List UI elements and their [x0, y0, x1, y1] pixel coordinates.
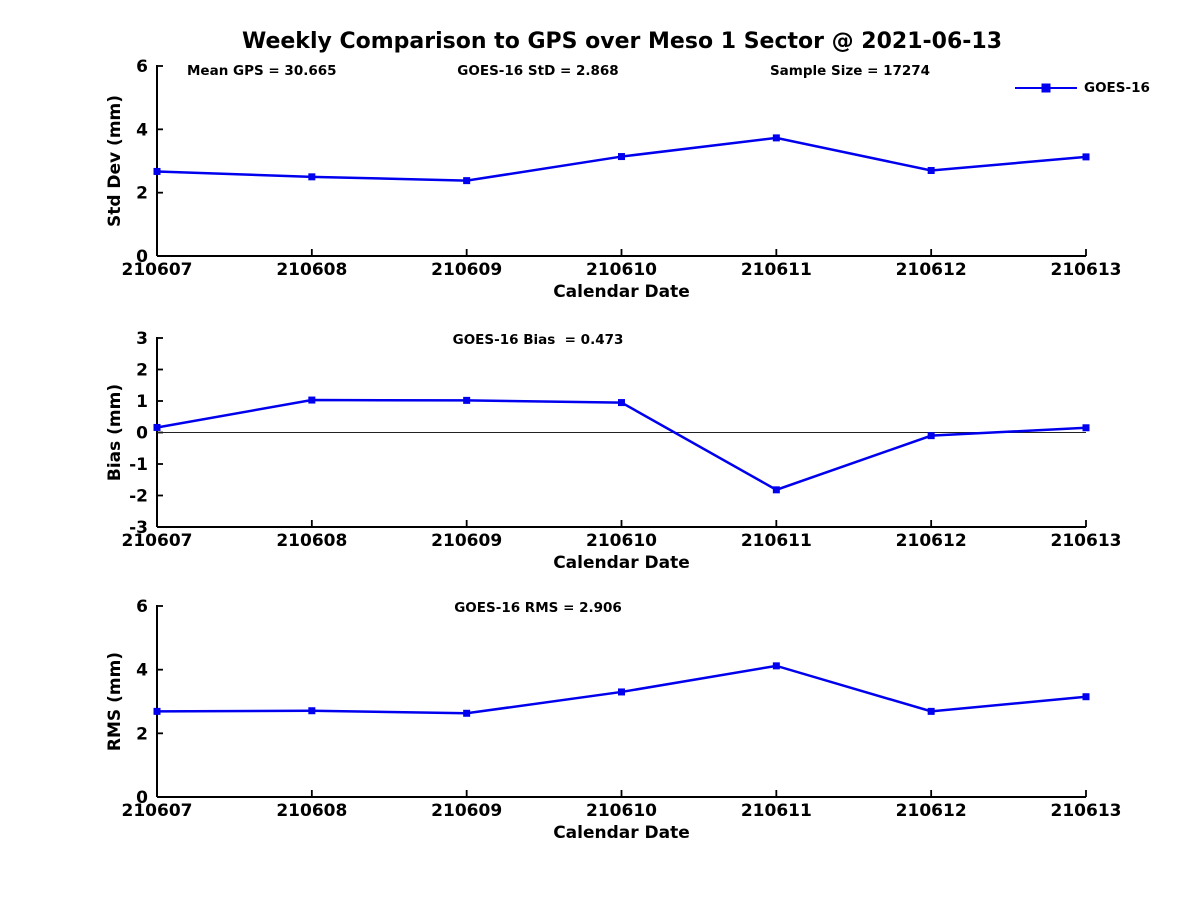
y-tick-label: 6: [136, 57, 148, 77]
data-point-marker: [308, 173, 316, 181]
x-tick-label: 210607: [122, 531, 193, 551]
data-point-marker: [772, 134, 780, 142]
x-tick-label: 210612: [896, 260, 967, 280]
y-tick-label: -3: [129, 518, 148, 538]
y-tick-label: 0: [136, 424, 148, 444]
x-tick-label: 210610: [586, 801, 657, 821]
x-tick-label: 210607: [122, 801, 193, 821]
data-point-marker: [463, 709, 471, 717]
data-point-marker: [927, 432, 935, 440]
data-point-marker: [463, 396, 471, 404]
annotation-std-dev: Sample Size = 17274: [770, 63, 930, 79]
x-tick-label: 210613: [1051, 260, 1122, 280]
x-tick-label: 210609: [431, 531, 502, 551]
y-tick-label: 3: [136, 329, 148, 349]
data-point-marker: [927, 707, 935, 715]
legend-line-sample: [1015, 83, 1077, 93]
y-tick-label: 0: [136, 788, 148, 808]
x-tick-label: 210608: [276, 531, 347, 551]
subplot-std-dev: 0 2 4 6 210607 210608 210609 210610 210611 210612…: [105, 57, 1121, 302]
data-point-marker: [927, 167, 935, 174]
data-point-marker: [308, 707, 316, 715]
x-tick-label: 210610: [586, 531, 657, 551]
annotation-std-dev: GOES-16 StD = 2.868: [457, 63, 618, 79]
x-tick-label: 210608: [276, 260, 347, 280]
x-axis-label: Calendar Date: [553, 823, 690, 843]
y-axis-label: RMS (mm): [105, 652, 125, 751]
x-tick-label: 210611: [741, 531, 812, 551]
x-tick-label: 210609: [431, 260, 502, 280]
x-tick-label: 210608: [276, 801, 347, 821]
legend: GOES-16: [1015, 80, 1150, 96]
x-tick-label: 210607: [122, 260, 193, 280]
data-point-marker: [1082, 424, 1090, 432]
data-point-marker: [153, 423, 161, 431]
y-tick-label: -2: [129, 487, 148, 507]
annotation-std-dev: Mean GPS = 30.665: [187, 63, 337, 79]
y-tick-label: -1: [129, 455, 148, 475]
x-tick-label: 210611: [741, 801, 812, 821]
data-point-marker: [1082, 693, 1090, 701]
y-axis-label: Bias (mm): [105, 384, 125, 481]
data-point-marker: [308, 396, 316, 404]
data-point-marker: [618, 399, 625, 407]
series-line: [156, 398, 1087, 492]
annotation-bias: GOES-16 Bias = 0.473: [453, 332, 624, 348]
legend-label: GOES-16: [1084, 80, 1150, 96]
legend-marker-icon: [1041, 83, 1051, 93]
x-tick-label: 210612: [896, 531, 967, 551]
y-tick-label: 0: [136, 247, 148, 267]
data-point-marker: [618, 153, 625, 161]
x-tick-label: 210609: [431, 801, 502, 821]
data-point-marker: [463, 177, 471, 185]
data-point-marker: [618, 688, 625, 696]
y-tick-label: 4: [136, 661, 148, 681]
subplot-bias: -3 -2 -1 0 1 2 3 210607 210608 210609 210610 210611…: [105, 329, 1121, 573]
data-point-marker: [1082, 153, 1090, 161]
annotation-rms: GOES-16 RMS = 2.906: [454, 600, 622, 616]
y-tick-label: 2: [136, 184, 148, 204]
data-point-marker: [153, 707, 161, 715]
figure-title: Weekly Comparison to GPS over Meso 1 Sec…: [241, 29, 1003, 54]
y-tick-label: 2: [136, 724, 148, 744]
y-tick-label: 4: [136, 120, 148, 140]
x-axis-label: Calendar Date: [553, 553, 690, 573]
y-tick-label: 2: [136, 361, 148, 381]
y-tick-label: 1: [136, 392, 148, 412]
data-point-marker: [153, 167, 161, 175]
x-axis-label: Calendar Date: [553, 282, 690, 302]
data-point-marker: [772, 486, 780, 494]
x-tick-label: 210612: [896, 801, 967, 821]
x-tick-label: 210610: [586, 260, 657, 280]
x-tick-label: 210613: [1051, 531, 1122, 551]
subplot-rms: 0 2 4 6 210607 210608 210609 210610 210611 210612…: [105, 597, 1121, 843]
y-tick-label: 6: [136, 597, 148, 617]
data-point-marker: [772, 662, 780, 670]
y-axis-label: Std Dev (mm): [105, 95, 125, 227]
x-tick-label: 210611: [741, 260, 812, 280]
x-tick-label: 210613: [1051, 801, 1122, 821]
